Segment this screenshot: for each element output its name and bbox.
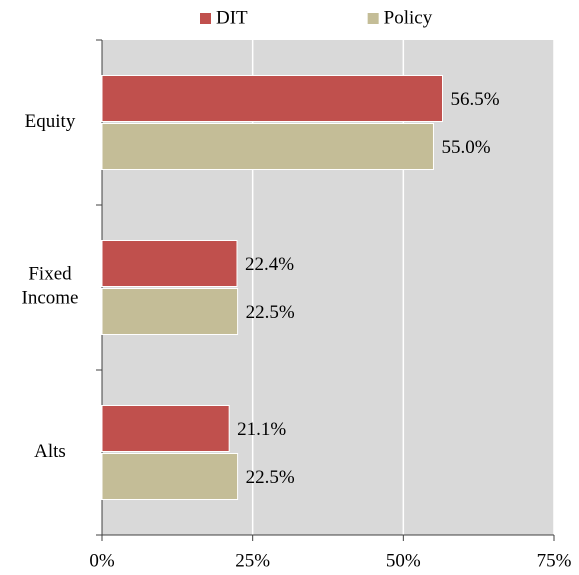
value-label: 55.0% bbox=[441, 137, 490, 158]
y-tick-label: Alts bbox=[34, 441, 66, 462]
y-tick-label: Fixed Income bbox=[22, 264, 79, 309]
bar bbox=[101, 405, 230, 452]
legend-swatch bbox=[367, 13, 379, 24]
bar bbox=[101, 288, 239, 335]
bar bbox=[101, 75, 444, 122]
y-tick-label: Equity bbox=[25, 111, 76, 132]
legend-swatch bbox=[200, 13, 211, 24]
value-label: 56.5% bbox=[451, 89, 500, 110]
value-label: 22.5% bbox=[246, 467, 295, 488]
x-tick-label: 50% bbox=[386, 550, 421, 571]
plot-area bbox=[102, 40, 554, 535]
bar bbox=[101, 453, 239, 500]
x-tick-label: 0% bbox=[89, 550, 115, 571]
bar bbox=[101, 123, 434, 170]
legend-label: Policy bbox=[384, 7, 433, 28]
value-label: 22.4% bbox=[245, 254, 294, 275]
x-tick-label: 75% bbox=[537, 550, 572, 571]
legend-label: DIT bbox=[216, 7, 248, 28]
value-label: 22.5% bbox=[246, 302, 295, 323]
value-label: 21.1% bbox=[237, 419, 286, 440]
x-tick-label: 25% bbox=[235, 550, 270, 571]
bar bbox=[101, 240, 238, 287]
